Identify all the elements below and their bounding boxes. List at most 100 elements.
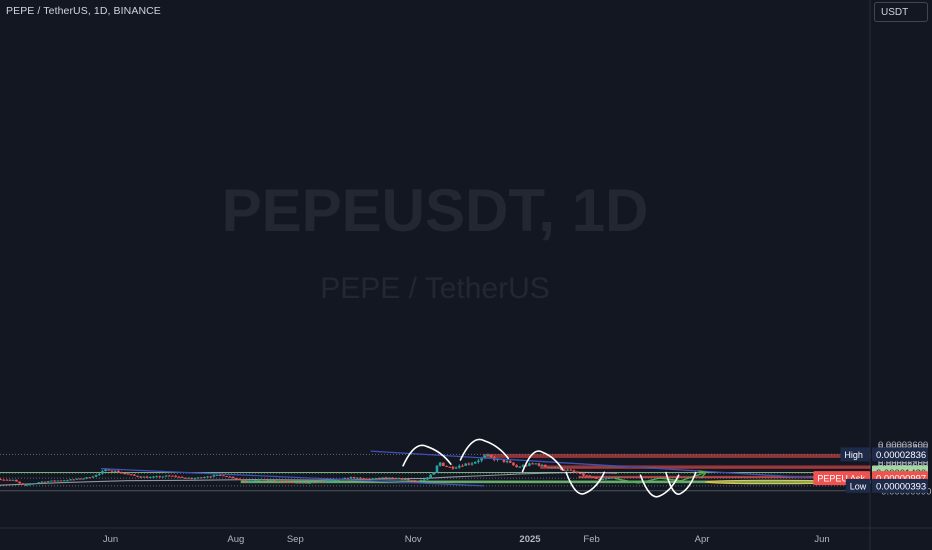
- candle-body: [133, 474, 136, 476]
- candle-body: [113, 470, 117, 472]
- candle-body: [273, 480, 276, 482]
- candle-body: [381, 477, 385, 479]
- candle-body: [346, 478, 350, 480]
- candle-body: [429, 474, 432, 478]
- candle-body: [148, 477, 152, 479]
- candle-body: [238, 478, 241, 480]
- candle-body: [85, 477, 88, 479]
- candle-body: [556, 467, 560, 469]
- candle-body: [78, 478, 82, 480]
- candle-body: [155, 476, 158, 478]
- price-label-tag-0: High: [844, 450, 863, 460]
- candle-body: [550, 467, 553, 469]
- hand-drawn-arc-top-2: [521, 450, 564, 473]
- candle-body: [438, 462, 442, 466]
- candle-body: [53, 480, 56, 482]
- candle-body: [31, 483, 34, 485]
- candle-body: [610, 477, 614, 479]
- candle-body: [537, 463, 541, 466]
- candle-body: [174, 475, 178, 477]
- candle-body: [607, 478, 611, 480]
- candle-body: [104, 468, 107, 472]
- candle-body: [231, 476, 235, 479]
- candle-body: [21, 483, 25, 485]
- candle-body: [598, 478, 601, 480]
- candle-body: [126, 473, 130, 475]
- candle-body: [18, 481, 21, 484]
- candle-body: [336, 479, 340, 481]
- candle-body: [183, 477, 187, 479]
- candle-body: [540, 464, 544, 466]
- candle-body: [324, 481, 327, 483]
- candle-body: [432, 472, 436, 475]
- x-tick-label: Aug: [227, 534, 244, 545]
- trendline-0: [100, 468, 485, 487]
- candle-body: [365, 478, 369, 480]
- candle-body: [413, 480, 416, 482]
- candle-body: [164, 475, 168, 477]
- candle-body: [94, 474, 98, 477]
- candle-body: [171, 475, 174, 477]
- candle-body: [15, 479, 18, 482]
- candles-group: [0, 453, 620, 486]
- candle-body: [282, 481, 286, 483]
- candle-body: [461, 465, 464, 467]
- currency-button[interactable]: USDT: [874, 2, 928, 22]
- projection-path: [614, 471, 707, 484]
- candle-body: [177, 476, 181, 478]
- candle-body: [330, 480, 334, 482]
- candle-body: [563, 469, 566, 471]
- hand-drawn-arc-bottom-4: [639, 474, 680, 498]
- candle-body: [422, 479, 426, 481]
- candle-body: [419, 479, 423, 481]
- candle-body: [292, 481, 295, 483]
- candle-body: [91, 476, 95, 478]
- candle-body: [34, 483, 37, 485]
- price-label-tag-3: Low: [850, 481, 867, 491]
- y-tick-label: 0.00002200: [878, 458, 928, 469]
- candle-body: [368, 479, 372, 481]
- candle-body: [591, 476, 595, 478]
- candle-body: [569, 469, 573, 471]
- candle-body: [46, 481, 50, 483]
- candle-body: [553, 467, 557, 469]
- x-tick-label: 2025: [519, 534, 541, 545]
- candle-body: [107, 468, 111, 471]
- candle-body: [489, 455, 493, 458]
- candle-body: [362, 478, 366, 480]
- candle-body: [180, 476, 184, 478]
- candle-body: [528, 463, 531, 466]
- candle-body: [575, 471, 579, 474]
- candle-body: [69, 479, 72, 481]
- candle-body: [257, 479, 260, 481]
- candle-body: [518, 466, 522, 468]
- price-label-box-3: [872, 478, 928, 493]
- candle-body: [5, 479, 9, 481]
- candle-body: [97, 473, 101, 475]
- candle-body: [601, 478, 604, 480]
- candle-body: [588, 475, 592, 477]
- candle-body: [343, 478, 346, 480]
- candle-body: [161, 476, 165, 478]
- x-tick-label: Nov: [405, 534, 422, 545]
- candle-body: [228, 476, 232, 478]
- candle-body: [0, 479, 2, 481]
- candle-body: [72, 479, 76, 481]
- projection-arrowhead: [698, 470, 708, 479]
- moving-average-line: [0, 471, 618, 486]
- candle-body: [206, 476, 209, 478]
- candle-body: [222, 475, 225, 477]
- hand-drawn-arc-bottom-5: [665, 471, 697, 495]
- symbol-header[interactable]: PEPE / TetherUS, 1D, BINANCE: [6, 5, 161, 17]
- candle-body: [298, 482, 302, 484]
- candle-body: [521, 465, 525, 467]
- price-label-value-0: 0.00002836: [876, 450, 926, 461]
- candle-body: [378, 477, 381, 479]
- candle-body: [11, 479, 15, 481]
- trendline-1: [370, 450, 870, 482]
- candle-body: [486, 455, 490, 457]
- price-label-tag-box-0: [840, 447, 870, 462]
- candle-body: [470, 463, 474, 465]
